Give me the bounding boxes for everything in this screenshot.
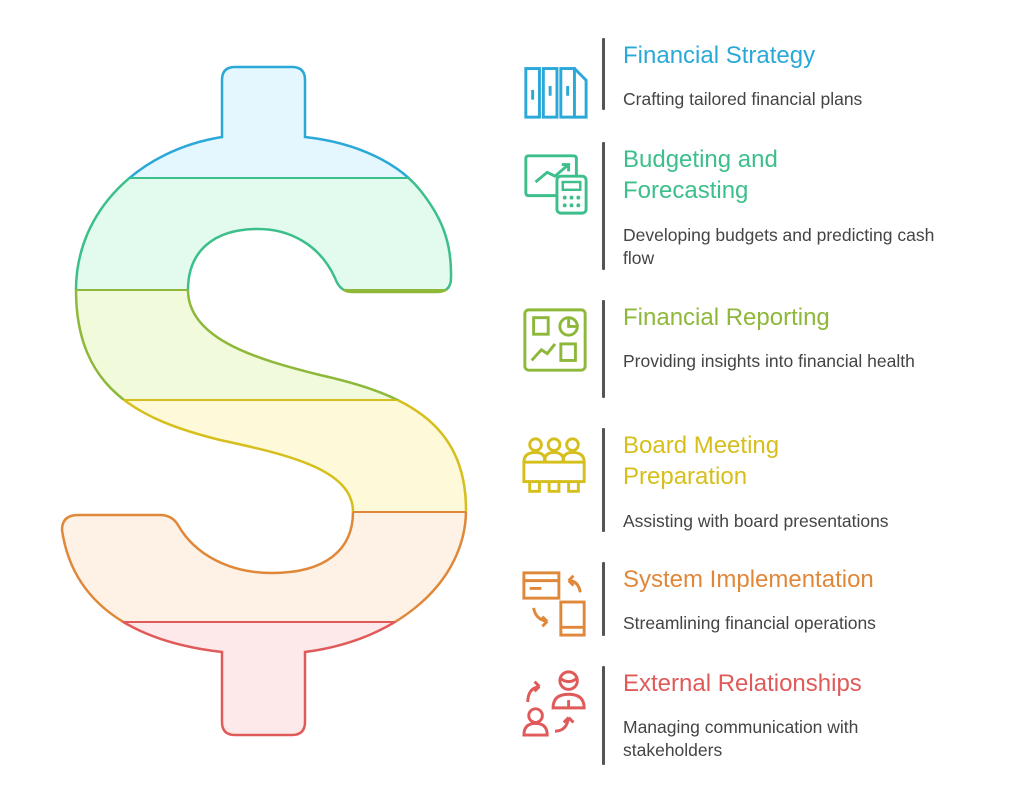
band-separator — [62, 289, 466, 291]
divider — [602, 38, 605, 110]
service-item: Financial Reporting Providing insights i… — [520, 300, 1000, 398]
service-item: External Relationships Managing communic… — [520, 666, 1000, 765]
item-title: Financial Reporting — [623, 304, 830, 331]
item-title: Board Meeting Preparation — [623, 432, 780, 490]
service-item: Budgeting and Forecasting Developing bud… — [520, 142, 1000, 270]
service-item: Financial Strategy Crafting tailored fin… — [520, 38, 1000, 119]
divider — [602, 142, 605, 270]
item-description: Developing budgets and predicting cash f… — [623, 225, 935, 268]
item-title: Financial Strategy — [623, 42, 816, 69]
item-title: System Implementation — [623, 566, 874, 593]
item-description: Assisting with board presentations — [623, 511, 889, 531]
band-separator — [62, 399, 466, 401]
dollar-sign-graphic — [60, 65, 468, 737]
item-description: Crafting tailored financial plans — [623, 89, 863, 109]
item-title: Budgeting and Forecasting — [623, 146, 778, 204]
dashboard-report-icon — [520, 304, 590, 374]
book-stack-icon — [520, 50, 590, 120]
band-separator — [62, 511, 466, 513]
item-description: Providing insights into financial health — [623, 351, 915, 371]
divider — [602, 562, 605, 636]
divider — [602, 428, 605, 532]
item-title: External Relationships — [623, 670, 862, 697]
item-description: Streamlining financial operations — [623, 613, 876, 633]
divider — [602, 666, 605, 765]
chart-calculator-icon — [520, 146, 590, 216]
sync-devices-icon — [520, 566, 590, 637]
divider — [602, 300, 605, 398]
people-exchange-icon — [520, 666, 590, 737]
meeting-table-icon — [520, 430, 590, 500]
service-item: System Implementation Streamlining finan… — [520, 562, 1000, 637]
band-separator — [62, 621, 466, 623]
service-item: Board Meeting Preparation Assisting with… — [520, 428, 1000, 532]
band-separator — [62, 177, 466, 179]
item-description: Managing communication with stakeholders — [623, 717, 859, 760]
